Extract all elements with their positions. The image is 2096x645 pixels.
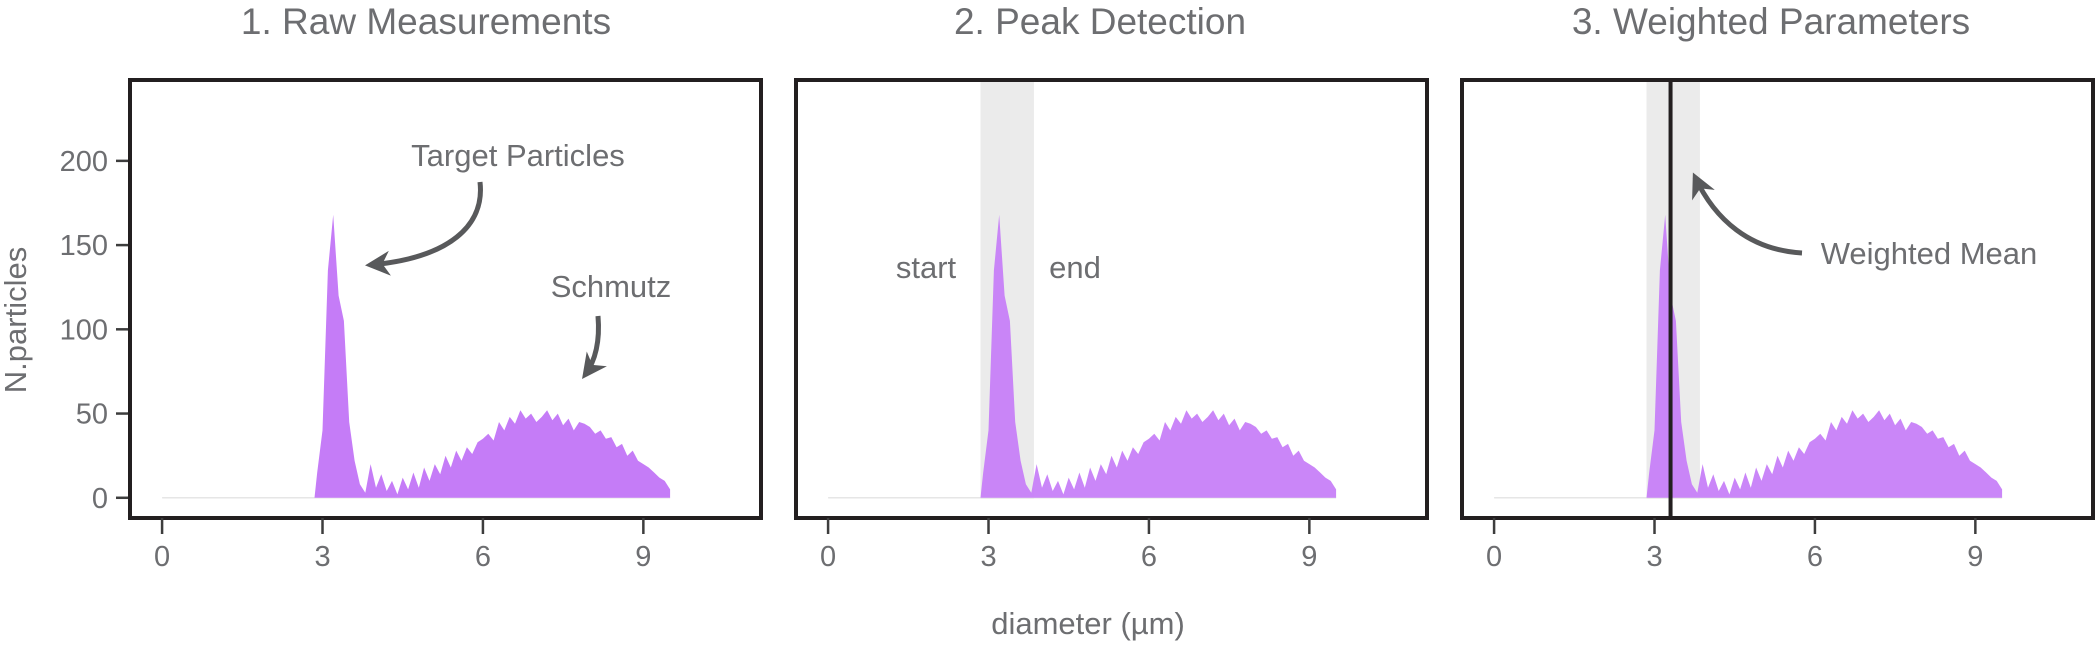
x-tick-label: 0 [154, 541, 170, 573]
x-tick-label: 0 [820, 541, 836, 573]
start-label: start [896, 250, 957, 285]
y-tick-label: 100 [60, 314, 108, 346]
y-tick-label: 50 [76, 399, 108, 431]
histogram-area-series [1494, 214, 2003, 498]
y-tick-label: 150 [60, 230, 108, 262]
x-tick-label: 0 [1486, 541, 1502, 573]
panel-3-title: 3. Weighted Parameters [1572, 1, 1970, 42]
x-tick-label: 3 [314, 541, 330, 573]
schmutz-arrow-icon [582, 315, 607, 380]
target-particles-label: Target Particles [411, 138, 625, 173]
x-tick-label: 3 [1646, 541, 1662, 573]
panel-peak-detection: 0 3 6 9 [794, 78, 1429, 573]
weighted-mean-arrow-icon [1692, 172, 1803, 256]
panel-1-title: 1. Raw Measurements [241, 1, 611, 42]
panel-raw-measurements: 0 3 6 9 [128, 78, 763, 573]
panel-frame [128, 78, 763, 520]
histogram-area-series [162, 214, 671, 498]
weighted-mean-label: Weighted Mean [1821, 236, 2038, 271]
panel-weighted-parameters: 0 3 6 9 [1460, 78, 2095, 573]
x-tick-label: 6 [475, 541, 491, 573]
panel-2-title: 2. Peak Detection [954, 1, 1246, 42]
x-tick-label: 6 [1807, 541, 1823, 573]
y-axis: 0 50 100 150 200 [60, 146, 128, 515]
panel-frame [1460, 78, 2095, 520]
x-tick-label: 9 [1967, 541, 1983, 573]
target-particles-arrow-icon [365, 181, 483, 276]
histogram-area-series [828, 214, 1337, 498]
y-axis-label: N.particles [0, 247, 33, 393]
schmutz-label: Schmutz [551, 269, 672, 304]
panel-frame [794, 78, 1429, 520]
y-tick-label: 0 [92, 483, 108, 515]
x-axis-label: diameter (µm) [991, 606, 1185, 641]
end-label: end [1049, 250, 1101, 285]
x-tick-label: 6 [1141, 541, 1157, 573]
x-tick-label: 3 [980, 541, 996, 573]
y-tick-label: 200 [60, 146, 108, 178]
x-tick-label: 9 [1301, 541, 1317, 573]
x-tick-label: 9 [635, 541, 651, 573]
